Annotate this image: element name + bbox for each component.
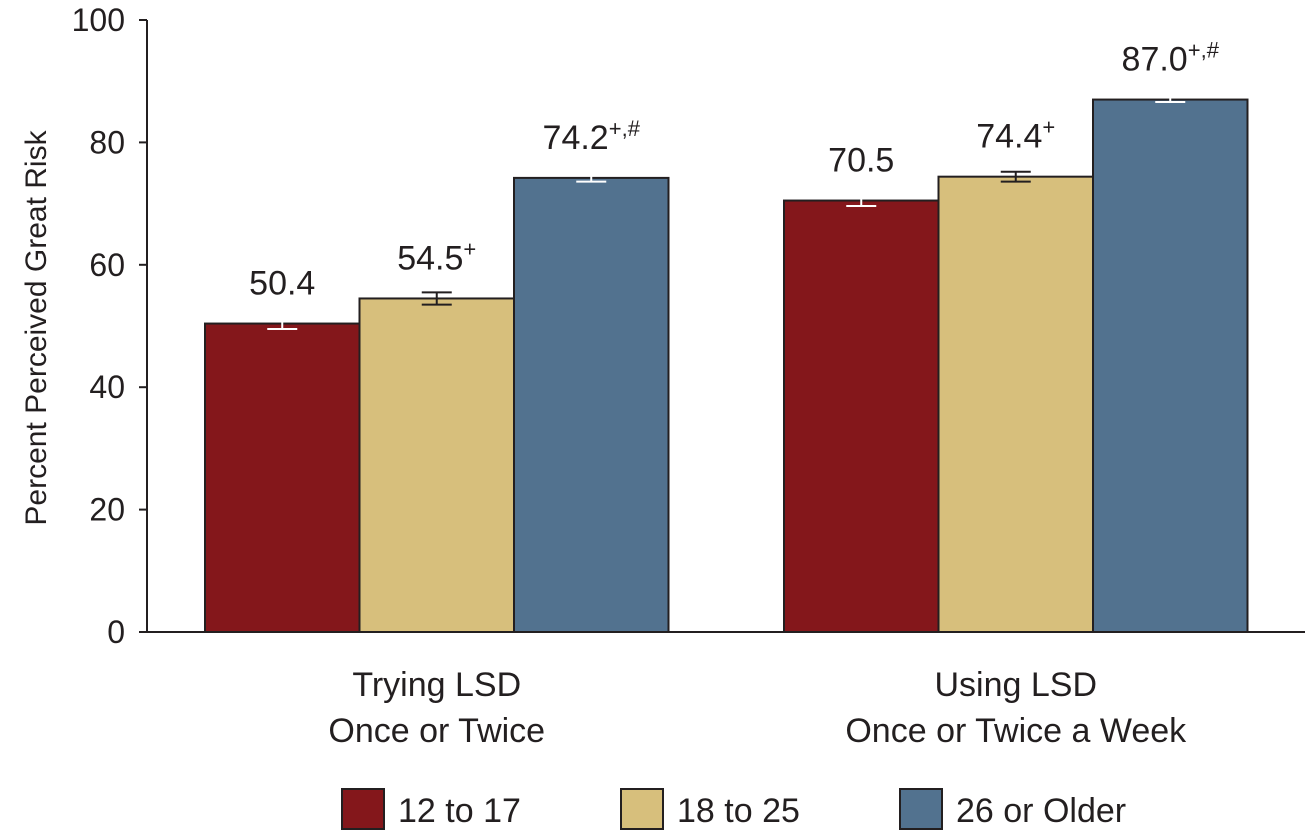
data-label: 74.2+,# (543, 116, 641, 157)
y-axis-title: Percent Perceived Great Risk (20, 129, 53, 525)
data-label: 70.5 (828, 142, 894, 180)
error-bar (846, 194, 877, 208)
value-labels: 50.454.5+74.2+,#70.574.4+87.0+,# (249, 38, 1220, 303)
error-bar (1000, 170, 1031, 183)
legend-swatch (899, 788, 943, 830)
data-label-value: 50.4 (249, 265, 315, 303)
bar (1092, 98, 1249, 633)
data-label-superscript: + (1042, 115, 1055, 140)
legend-swatch (620, 788, 664, 830)
y-tick-label: 0 (107, 614, 125, 650)
data-label-superscript: +,# (1188, 38, 1220, 63)
error-bar (267, 317, 298, 331)
data-label-value: 74.4 (976, 118, 1042, 156)
legend-label: 12 to 17 (398, 792, 521, 830)
data-label: 87.0+,# (1122, 38, 1220, 79)
legend-label: 26 or Older (956, 792, 1126, 830)
data-label: 74.4+ (976, 115, 1055, 156)
category-label-line: Trying LSD (352, 666, 521, 704)
data-label: 50.4 (249, 265, 315, 303)
error-bar (1155, 96, 1186, 104)
legend: 12 to 17 18 to 25 26 or Older (341, 788, 1126, 830)
category-label-line: Using LSD (934, 666, 1097, 704)
data-label-value: 54.5 (397, 239, 463, 277)
error-bar (576, 173, 607, 183)
bar (204, 322, 361, 633)
data-label-value: 70.5 (828, 142, 894, 180)
category-label-line: Once or Twice a Week (845, 712, 1187, 750)
y-tick-label: 40 (89, 369, 125, 405)
bars (204, 96, 1249, 633)
category-label: Trying LSD Once or Twice (328, 666, 545, 750)
category-labels: Trying LSD Once or Twice Using LSD Once or … (328, 666, 1187, 750)
legend-item: 18 to 25 (620, 788, 800, 830)
data-label-value: 87.0 (1122, 41, 1188, 79)
data-label-value: 74.2 (543, 119, 609, 157)
y-tick-label: 20 (89, 492, 125, 528)
category-label-line: Once or Twice (328, 712, 545, 750)
legend-item: 12 to 17 (341, 788, 521, 830)
bar (358, 297, 515, 633)
bar (513, 176, 670, 633)
y-tick-label: 100 (72, 2, 125, 38)
y-tick-label: 60 (89, 247, 125, 283)
data-label-superscript: + (463, 236, 476, 261)
error-bar (421, 291, 452, 306)
category-label: Using LSD Once or Twice a Week (845, 666, 1187, 750)
y-tick-label: 80 (89, 124, 125, 160)
legend-swatch (341, 788, 385, 830)
data-label-superscript: +,# (609, 116, 641, 141)
data-label: 54.5+ (397, 236, 476, 277)
legend-item: 26 or Older (899, 788, 1126, 830)
legend-label: 18 to 25 (677, 792, 800, 830)
bar (783, 199, 940, 633)
bar (937, 175, 1094, 633)
